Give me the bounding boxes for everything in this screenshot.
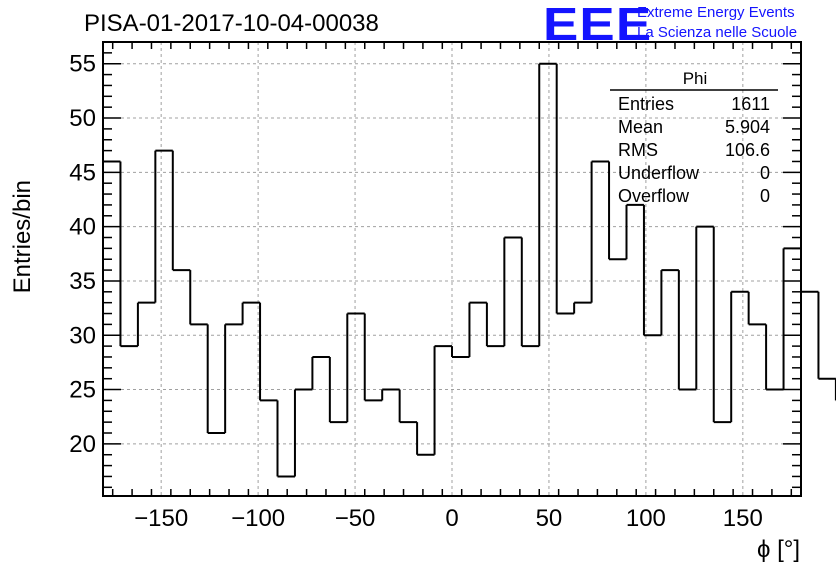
x-tick-label: −100	[231, 505, 285, 532]
stats-label: RMS	[618, 140, 658, 160]
x-axis-tick-labels: −150 −100 −50 0 50 100 150	[134, 505, 763, 532]
y-tick-label: 50	[69, 105, 96, 132]
plot-frame	[102, 41, 802, 497]
stats-box: Phi Entries 1611 Mean 5.904 RMS 106.6 Underflo…	[610, 69, 778, 206]
y-axis-tick-labels: 20 25 30 35 40 45 50 55	[69, 51, 96, 458]
x-tick-label: −50	[335, 505, 376, 532]
x-tick-label: 100	[626, 505, 666, 532]
stats-label: Overflow	[618, 186, 690, 206]
stats-value: 5.904	[725, 117, 770, 137]
logo-line-2: La Scienza nelle Scuole	[637, 24, 798, 41]
x-tick-label: 50	[536, 505, 563, 532]
histogram-series	[103, 62, 836, 478]
stats-value: 0	[760, 163, 770, 183]
y-tick-label: 55	[69, 51, 96, 78]
x-tick-label: 150	[723, 505, 763, 532]
stats-value: 0	[760, 186, 770, 206]
stats-value: 106.6	[725, 140, 770, 160]
stats-name: Phi	[683, 69, 708, 88]
chart-title: PISA-01-2017-10-04-00038	[84, 10, 379, 37]
eee-logo: EEE	[543, 0, 653, 50]
stats-label: Entries	[618, 94, 674, 114]
y-tick-label: 40	[69, 214, 96, 241]
logo-line-1: Extreme Energy Events	[637, 4, 795, 21]
y-tick-label: 25	[69, 377, 96, 404]
x-tick-label: −150	[134, 505, 188, 532]
axis-ticks	[103, 42, 801, 496]
stats-label: Underflow	[618, 163, 700, 183]
stats-label: Mean	[618, 117, 663, 137]
y-tick-label: 35	[69, 268, 96, 295]
x-tick-label: 0	[445, 505, 458, 532]
y-tick-label: 45	[69, 159, 96, 186]
stats-value: 1611	[731, 94, 770, 114]
y-axis-label: Entries/bin	[9, 180, 36, 293]
y-tick-label: 20	[69, 431, 96, 458]
grid-lines	[103, 42, 801, 496]
y-tick-label: 30	[69, 322, 96, 349]
x-axis-label: ϕ [°]	[757, 536, 800, 563]
